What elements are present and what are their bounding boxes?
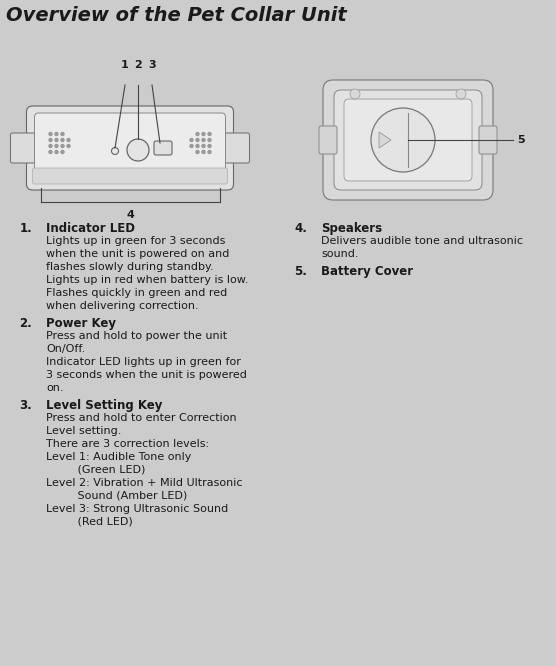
FancyBboxPatch shape — [323, 80, 493, 200]
Circle shape — [49, 139, 52, 141]
FancyBboxPatch shape — [27, 106, 234, 190]
FancyBboxPatch shape — [224, 133, 250, 163]
Text: 3: 3 — [148, 60, 156, 70]
Polygon shape — [379, 132, 391, 148]
Circle shape — [208, 139, 211, 141]
Circle shape — [55, 139, 58, 141]
Text: 4: 4 — [126, 210, 134, 220]
Text: Level 3: Strong Ultrasonic Sound: Level 3: Strong Ultrasonic Sound — [46, 504, 229, 514]
Circle shape — [112, 147, 118, 155]
FancyBboxPatch shape — [34, 113, 226, 183]
Circle shape — [196, 133, 199, 135]
Text: Speakers: Speakers — [321, 222, 382, 235]
Text: 3.: 3. — [19, 399, 32, 412]
Text: (Red LED): (Red LED) — [46, 517, 133, 527]
FancyBboxPatch shape — [319, 126, 337, 154]
Circle shape — [61, 151, 64, 153]
Text: Press and hold to power the unit: Press and hold to power the unit — [46, 331, 227, 341]
FancyBboxPatch shape — [32, 168, 227, 184]
Text: 4.: 4. — [294, 222, 307, 235]
Circle shape — [196, 151, 199, 153]
Text: Level 1: Audible Tone only: Level 1: Audible Tone only — [46, 452, 191, 462]
Circle shape — [350, 89, 360, 99]
Circle shape — [456, 89, 466, 99]
Circle shape — [371, 108, 435, 172]
Text: flashes slowly during standby.: flashes slowly during standby. — [46, 262, 214, 272]
Text: 2.: 2. — [19, 317, 32, 330]
Text: Level setting.: Level setting. — [46, 426, 121, 436]
Text: Lights up in red when battery is low.: Lights up in red when battery is low. — [46, 275, 249, 285]
Text: Battery Cover: Battery Cover — [321, 265, 413, 278]
Text: 2: 2 — [134, 60, 142, 70]
Circle shape — [208, 151, 211, 153]
Text: Power Key: Power Key — [46, 317, 116, 330]
Text: Flashes quickly in green and red: Flashes quickly in green and red — [46, 288, 227, 298]
Text: Sound (Amber LED): Sound (Amber LED) — [46, 491, 187, 501]
Text: on.: on. — [46, 383, 63, 393]
Circle shape — [61, 139, 64, 141]
Circle shape — [208, 133, 211, 135]
Text: On/Off.: On/Off. — [46, 344, 85, 354]
Text: Indicator LED: Indicator LED — [46, 222, 135, 235]
Circle shape — [190, 145, 193, 147]
Circle shape — [49, 151, 52, 153]
Text: Indicator LED lights up in green for: Indicator LED lights up in green for — [46, 357, 241, 367]
FancyBboxPatch shape — [344, 99, 472, 181]
Text: Press and hold to enter Correction: Press and hold to enter Correction — [46, 413, 237, 423]
Text: There are 3 correction levels:: There are 3 correction levels: — [46, 439, 209, 449]
Circle shape — [49, 145, 52, 147]
FancyBboxPatch shape — [479, 126, 497, 154]
Text: 3 seconds when the unit is powered: 3 seconds when the unit is powered — [46, 370, 247, 380]
Circle shape — [202, 139, 205, 141]
FancyBboxPatch shape — [154, 141, 172, 155]
Text: 5.: 5. — [294, 265, 307, 278]
Text: 1.: 1. — [19, 222, 32, 235]
Circle shape — [127, 139, 149, 161]
Circle shape — [67, 145, 70, 147]
Text: 5: 5 — [517, 135, 525, 145]
Text: Level Setting Key: Level Setting Key — [46, 399, 162, 412]
Text: Lights up in green for 3 seconds: Lights up in green for 3 seconds — [46, 236, 225, 246]
Circle shape — [202, 133, 205, 135]
Text: when delivering correction.: when delivering correction. — [46, 301, 198, 311]
FancyBboxPatch shape — [334, 90, 482, 190]
Circle shape — [55, 133, 58, 135]
Text: when the unit is powered on and: when the unit is powered on and — [46, 249, 230, 259]
Circle shape — [190, 139, 193, 141]
Circle shape — [196, 145, 199, 147]
Circle shape — [202, 151, 205, 153]
Text: Overview of the Pet Collar Unit: Overview of the Pet Collar Unit — [6, 6, 347, 25]
Circle shape — [49, 133, 52, 135]
Circle shape — [208, 145, 211, 147]
FancyBboxPatch shape — [11, 133, 37, 163]
Circle shape — [61, 145, 64, 147]
Circle shape — [55, 145, 58, 147]
Text: Delivers audible tone and ultrasonic: Delivers audible tone and ultrasonic — [321, 236, 523, 246]
Text: (Green LED): (Green LED) — [46, 465, 145, 475]
Circle shape — [202, 145, 205, 147]
Text: Level 2: Vibration + Mild Ultrasonic: Level 2: Vibration + Mild Ultrasonic — [46, 478, 242, 488]
Circle shape — [67, 139, 70, 141]
Circle shape — [196, 139, 199, 141]
Text: sound.: sound. — [321, 249, 359, 259]
Text: 1: 1 — [121, 60, 129, 70]
Circle shape — [55, 151, 58, 153]
Circle shape — [61, 133, 64, 135]
